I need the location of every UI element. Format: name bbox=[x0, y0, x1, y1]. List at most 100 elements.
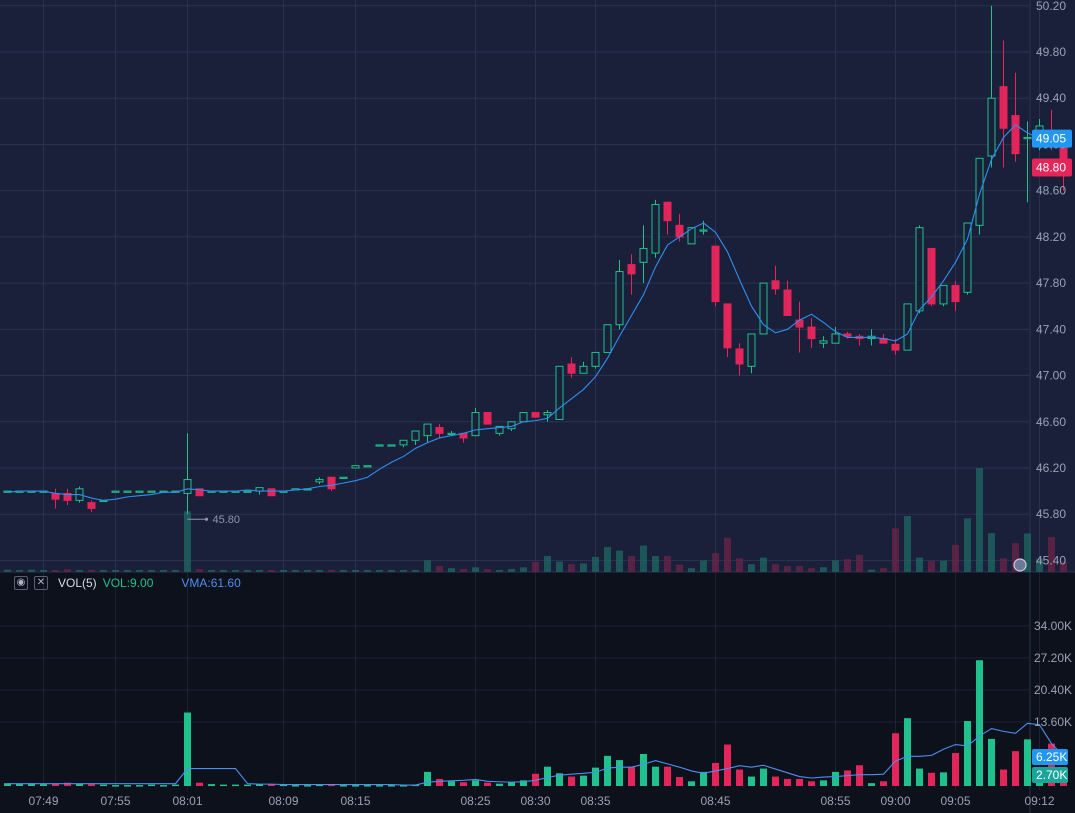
candle-body bbox=[567, 363, 576, 374]
candle-body bbox=[795, 319, 804, 328]
candle-body bbox=[915, 227, 924, 312]
volume-bar bbox=[832, 771, 839, 786]
candle bbox=[447, 431, 456, 436]
volume-tick-label: 34.00K bbox=[1034, 619, 1072, 633]
candle bbox=[951, 280, 960, 311]
candle-body bbox=[63, 492, 72, 501]
volume-tick-label: 20.40K bbox=[1034, 683, 1072, 697]
price-panel-volume-bar bbox=[868, 569, 875, 572]
price-panel-volume-bar bbox=[436, 566, 443, 572]
volume-tick-label: 13.60K bbox=[1034, 715, 1072, 729]
candle-body bbox=[939, 284, 948, 305]
volume-bar bbox=[424, 771, 431, 786]
candle-body bbox=[375, 444, 384, 447]
price-panel-background bbox=[0, 0, 1030, 572]
volume-bar bbox=[232, 784, 239, 787]
volume-bar bbox=[808, 781, 815, 786]
eye-icon[interactable]: ◉ bbox=[14, 576, 28, 590]
volume-bar bbox=[856, 765, 863, 786]
price-panel-volume-bar bbox=[736, 558, 743, 572]
price-panel-volume-bar bbox=[40, 570, 47, 572]
moving-average-line bbox=[7, 124, 1064, 501]
price-panel-volume-bar bbox=[1024, 533, 1031, 572]
volume-bar bbox=[448, 781, 455, 786]
price-panel-volume-bar bbox=[388, 570, 395, 572]
volume-bar bbox=[520, 780, 527, 786]
price-panel-volume-bar bbox=[508, 568, 515, 572]
candle bbox=[615, 260, 624, 330]
price-panel-volume-bar bbox=[832, 560, 839, 572]
price-panel-volume-bar bbox=[940, 560, 947, 572]
price-panel-volume-bar bbox=[304, 570, 311, 572]
volume-bar bbox=[364, 785, 371, 787]
price-panel-volume-bar bbox=[292, 570, 299, 572]
current-price-tag: 48.80 bbox=[1032, 158, 1072, 177]
volume-bar bbox=[688, 781, 695, 786]
time-tick-label: 08:09 bbox=[268, 794, 298, 808]
candle-body bbox=[519, 412, 528, 423]
candle-body bbox=[495, 425, 504, 434]
candle-body bbox=[195, 488, 204, 497]
candle bbox=[579, 361, 588, 374]
candle bbox=[543, 410, 552, 422]
candle-body bbox=[639, 247, 648, 263]
price-panel-volume-bar bbox=[664, 556, 671, 572]
price-panel-volume-bar bbox=[364, 570, 371, 572]
price-tick-label: 50.20 bbox=[1036, 0, 1066, 13]
volume-bars bbox=[4, 660, 1067, 787]
price-panel-volume-bar bbox=[772, 564, 779, 572]
price-panel-volume-bar bbox=[148, 570, 155, 572]
volume-bar bbox=[724, 744, 731, 786]
price-panel-volume-bar bbox=[688, 568, 695, 572]
last-price-tag-text: 49.05 bbox=[1036, 132, 1066, 146]
price-panel-volume-bar bbox=[280, 570, 287, 572]
price-panel-volume-bar bbox=[16, 570, 23, 572]
volume-bar bbox=[820, 780, 827, 786]
volume-bar bbox=[340, 785, 347, 787]
candle bbox=[123, 490, 132, 493]
volume-bar bbox=[196, 782, 203, 786]
volume-bar bbox=[268, 784, 275, 786]
volume-bar bbox=[784, 778, 791, 786]
volume-bar bbox=[160, 785, 167, 787]
volume-bar bbox=[484, 782, 491, 786]
candle-body bbox=[543, 412, 552, 416]
time-tick-label: 07:55 bbox=[100, 794, 130, 808]
price-panel-volume-bar bbox=[172, 570, 179, 572]
candle-body bbox=[591, 351, 600, 367]
candle-body bbox=[351, 465, 360, 469]
volume-indicator-name: VOL(5) bbox=[58, 576, 97, 590]
candle-body bbox=[423, 423, 432, 437]
volume-bar bbox=[100, 784, 107, 787]
candle bbox=[723, 303, 732, 358]
scroll-to-latest-button[interactable] bbox=[1013, 558, 1027, 572]
price-panel-volume-bar bbox=[568, 564, 575, 572]
price-panel-volume-bar bbox=[676, 564, 683, 572]
candle bbox=[411, 430, 420, 445]
candle-body bbox=[147, 490, 156, 493]
price-tick-label: 49.40 bbox=[1036, 91, 1066, 105]
candle-body bbox=[975, 157, 984, 226]
volume-bar bbox=[736, 769, 743, 786]
price-panel-volume-bar bbox=[952, 544, 959, 572]
candle bbox=[327, 476, 336, 492]
price-panel-volume-bar bbox=[340, 570, 347, 572]
volume-bar bbox=[772, 776, 779, 786]
candle-body bbox=[339, 476, 348, 479]
price-panel-volume-bar bbox=[460, 568, 467, 572]
candle-body bbox=[651, 204, 660, 254]
volume-bar bbox=[964, 720, 971, 786]
price-panel-volume-bar bbox=[520, 567, 527, 572]
price-panel-volume-bar bbox=[100, 570, 107, 572]
candle-body bbox=[447, 432, 456, 436]
price-panel-volume-bar bbox=[616, 550, 623, 572]
candle bbox=[735, 343, 744, 376]
close-icon[interactable]: ✕ bbox=[34, 576, 48, 590]
price-panel-volume-bar bbox=[916, 557, 923, 572]
time-tick-label: 09:05 bbox=[940, 794, 970, 808]
price-panel-volume-bar bbox=[604, 547, 611, 572]
price-panel-volume-bar bbox=[580, 563, 587, 572]
price-tick-label: 49.80 bbox=[1036, 45, 1066, 59]
candle-body bbox=[987, 97, 996, 157]
